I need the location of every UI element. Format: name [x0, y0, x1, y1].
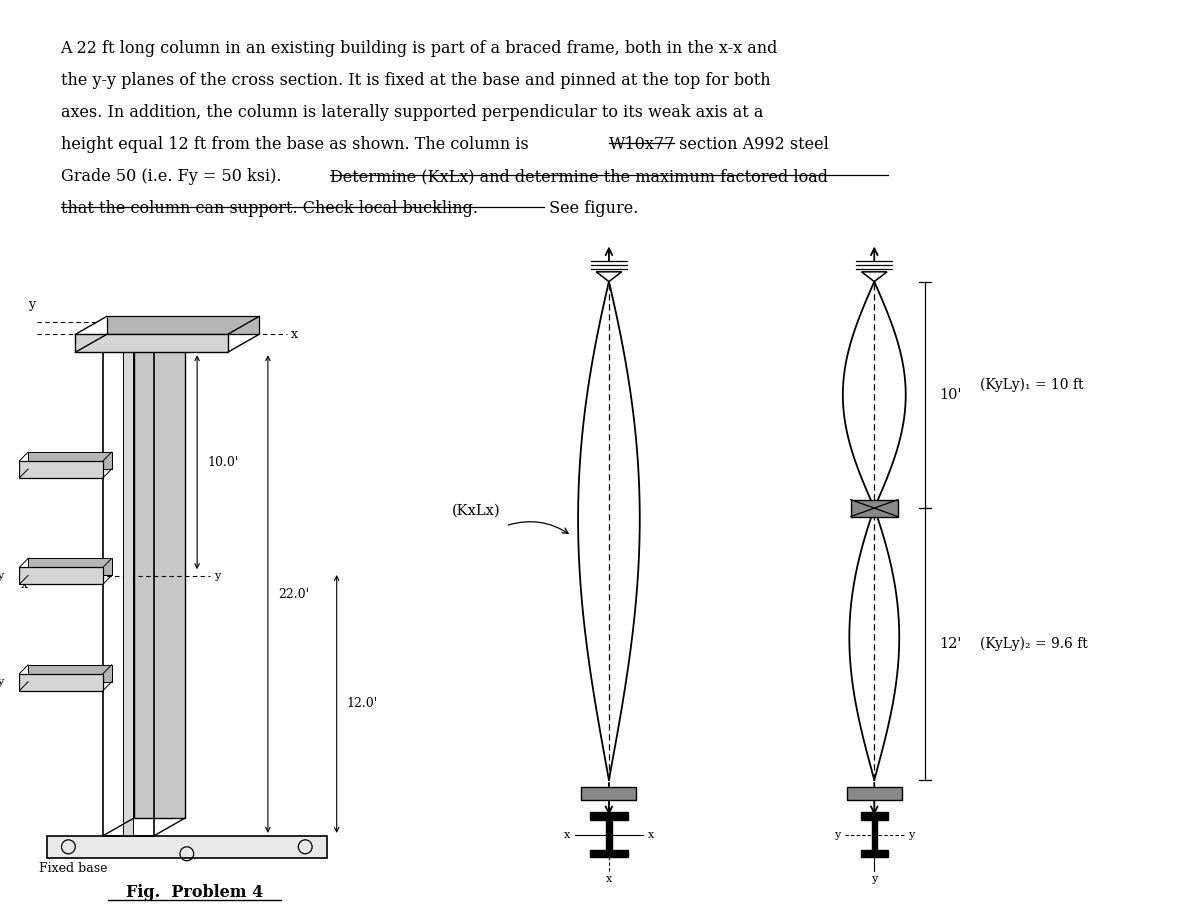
Text: x: x	[648, 830, 654, 840]
Text: (KyLy)₁ = 10 ft: (KyLy)₁ = 10 ft	[980, 378, 1084, 392]
Bar	[606, 820, 612, 850]
Text: section A992 steel: section A992 steel	[673, 136, 829, 153]
Text: (KyLy)₂ = 9.6 ft: (KyLy)₂ = 9.6 ft	[980, 637, 1088, 651]
Text: y: y	[834, 830, 840, 840]
Text: y: y	[29, 299, 36, 312]
Bar	[19, 674, 103, 691]
Polygon shape	[862, 271, 887, 281]
Text: x: x	[606, 875, 612, 885]
Text: 10.0': 10.0'	[206, 456, 239, 468]
Text: W10x77: W10x77	[608, 136, 676, 153]
Bar	[860, 813, 888, 820]
Text: See figure.: See figure.	[544, 200, 638, 217]
Bar	[124, 353, 133, 835]
Text: height equal 12 ft from the base as shown. The column is: height equal 12 ft from the base as show…	[60, 136, 533, 153]
Bar	[134, 334, 185, 818]
Bar	[28, 558, 112, 576]
Bar	[103, 353, 154, 835]
Bar	[847, 787, 902, 800]
Text: x: x	[290, 328, 298, 341]
Text: axes. In addition, the column is laterally supported perpendicular to its weak a: axes. In addition, the column is lateral…	[60, 104, 763, 121]
Bar	[590, 813, 628, 820]
Text: the y-y planes of the cross section. It is fixed at the base and pinned at the t: the y-y planes of the cross section. It …	[60, 72, 770, 89]
Bar	[28, 665, 112, 681]
Text: Determine (KxLx) and determine the maximum factored load: Determine (KxLx) and determine the maxim…	[330, 168, 828, 185]
Text: Fixed base: Fixed base	[38, 862, 107, 875]
Text: 12.0': 12.0'	[347, 698, 378, 711]
Bar	[107, 316, 259, 334]
Text: that the column can support. Check local buckling.: that the column can support. Check local…	[60, 200, 478, 217]
Text: A 22 ft long column in an existing building is part of a braced frame, both in t: A 22 ft long column in an existing build…	[60, 40, 778, 57]
Bar	[19, 461, 103, 478]
Bar	[582, 787, 636, 800]
Text: Grade 50 (i.e. Fy = 50 ksi).: Grade 50 (i.e. Fy = 50 ksi).	[60, 168, 286, 185]
Text: y: y	[0, 677, 4, 687]
Text: x: x	[564, 830, 570, 840]
Text: Fig.  Problem 4: Fig. Problem 4	[126, 885, 263, 901]
Bar	[47, 835, 326, 858]
Text: x: x	[20, 578, 28, 591]
Bar	[851, 499, 898, 517]
Bar	[590, 850, 628, 857]
Text: 10': 10'	[940, 388, 961, 402]
Text: y: y	[871, 875, 877, 885]
Polygon shape	[596, 271, 622, 281]
Text: 22.0': 22.0'	[277, 588, 308, 600]
Bar	[19, 568, 103, 584]
Bar	[860, 850, 888, 857]
Text: 12': 12'	[940, 637, 961, 651]
Text: y: y	[214, 571, 220, 581]
Bar	[871, 820, 877, 850]
Bar	[28, 452, 112, 469]
Text: (KxLx): (KxLx)	[452, 504, 500, 517]
Bar	[76, 334, 228, 353]
Text: y: y	[0, 571, 4, 581]
Text: y: y	[908, 830, 914, 840]
